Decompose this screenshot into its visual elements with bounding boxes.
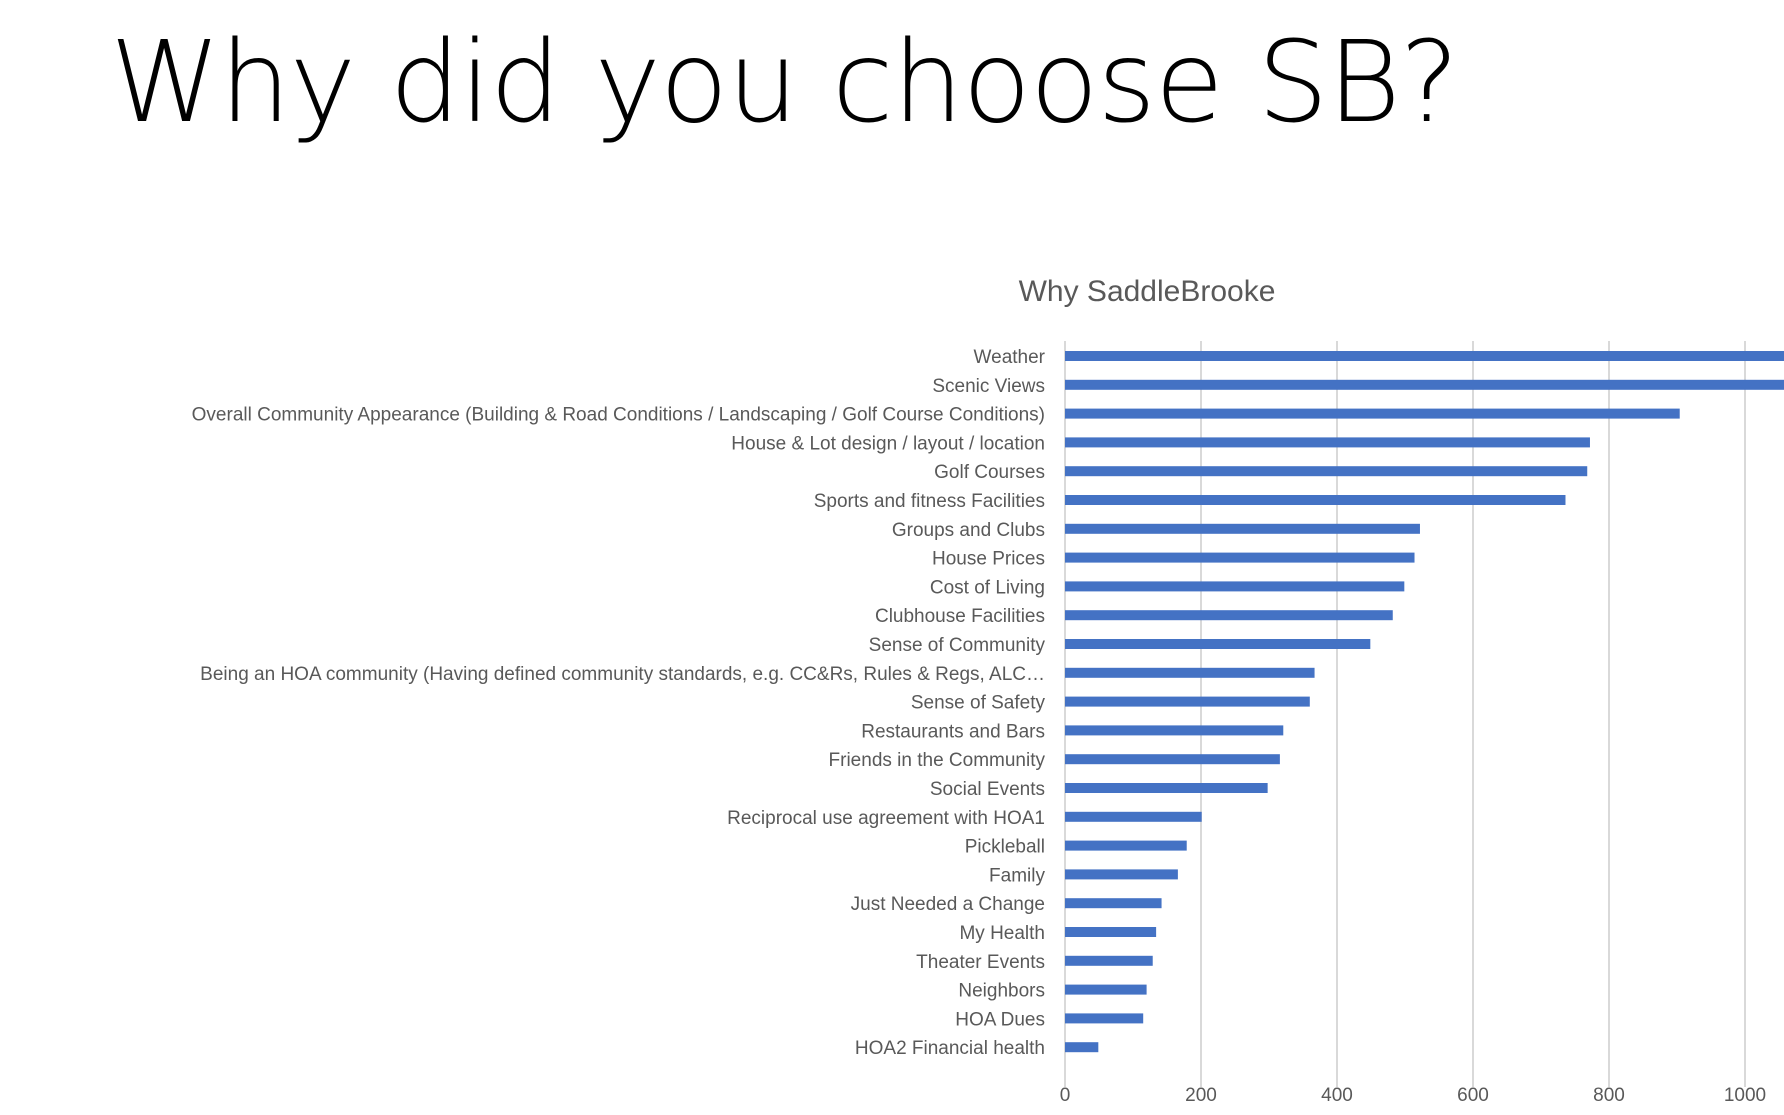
category-label: Clubhouse Facilities [875,606,1045,627]
bar [1065,437,1590,448]
category-label: Being an HOA community (Having defined c… [200,664,1045,685]
chart-title: Why SaddleBrooke [1019,275,1276,308]
bar [1065,379,1784,390]
category-label: Golf Courses [934,462,1045,483]
bar [1065,840,1187,851]
category-label: Weather [974,347,1046,368]
category-label: HOA Dues [955,1009,1045,1030]
x-tick-label: 400 [1321,1085,1353,1106]
x-tick-label: 0 [1060,1085,1071,1106]
category-label: Cost of Living [930,577,1045,598]
category-label: Sense of Community [869,635,1046,656]
bar [1065,523,1420,534]
category-label: My Health [959,923,1045,944]
category-label: Social Events [930,779,1045,800]
category-labels: Weather Scenic Views Overall Community App… [192,347,1046,1059]
category-label: Overall Community Appearance (Building &… [192,405,1045,426]
category-label: Restaurants and Bars [861,721,1045,742]
x-tick-labels: 0 200 400 600 800 1000 [1060,1085,1766,1106]
category-label: Reciprocal use agreement with HOA1 [727,808,1045,829]
category-label: Family [989,865,1045,886]
bar [1065,898,1162,909]
gridlines [1064,341,1746,1087]
bar [1065,984,1147,995]
category-label: Sports and fitness Facilities [814,491,1045,512]
category-label: House Prices [932,549,1045,570]
bar [1065,927,1157,937]
bar [1065,351,1784,361]
bar [1065,869,1178,880]
category-label: Theater Events [916,952,1045,973]
category-label: Pickleball [965,837,1045,858]
bar [1065,696,1310,707]
x-tick-label: 1000 [1724,1085,1766,1106]
bar [1065,408,1680,419]
x-tick-label: 800 [1593,1085,1625,1106]
bar [1065,955,1153,966]
bar [1065,610,1393,621]
bar [1065,639,1371,649]
bar [1065,754,1280,765]
category-label: Neighbors [958,981,1045,1002]
bar [1065,667,1315,678]
bar [1065,783,1268,793]
category-label: Scenic Views [932,376,1045,397]
bar [1065,725,1284,736]
bar [1065,495,1566,505]
category-label: HOA2 Financial health [855,1038,1045,1059]
category-label: Just Needed a Change [851,894,1045,915]
x-tick-label: 600 [1457,1085,1489,1106]
category-label: Friends in the Community [829,750,1046,771]
slide-title: Why did you choose SB? [110,18,1459,148]
bar [1065,466,1588,477]
bar [1065,1013,1144,1024]
bar [1065,1042,1099,1053]
category-label: Sense of Safety [911,693,1046,714]
category-label: House & Lot design / layout / location [731,433,1045,454]
category-label: Groups and Clubs [892,520,1045,541]
bars [1065,351,1784,1053]
bar [1065,811,1202,822]
x-tick-label: 200 [1185,1085,1217,1106]
bar [1065,552,1415,563]
bar [1065,581,1405,592]
